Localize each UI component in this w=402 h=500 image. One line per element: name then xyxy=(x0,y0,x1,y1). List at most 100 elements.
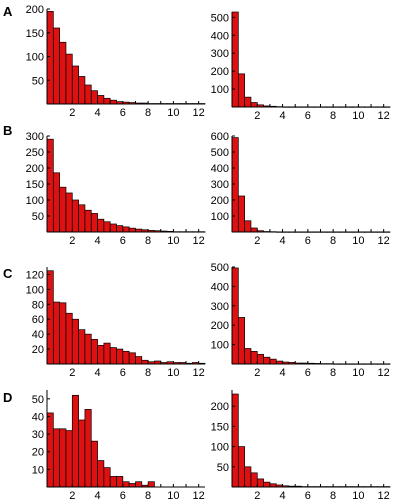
histogram-bar xyxy=(237,446,245,488)
histogram-bar xyxy=(97,218,105,233)
y-tick-label: 40 xyxy=(32,411,44,423)
y-tick-label: 150 xyxy=(26,179,44,191)
histogram-bar xyxy=(90,339,98,365)
x-tick-label: 4 xyxy=(94,107,100,119)
x-tick-label: 2 xyxy=(69,490,75,500)
histogram-bar xyxy=(256,478,264,488)
panel-letter: D xyxy=(3,390,12,405)
histogram-bar xyxy=(141,359,149,365)
histogram-bar xyxy=(244,466,252,488)
x-tick-label: 4 xyxy=(94,367,100,379)
x-tick-label: 10 xyxy=(352,367,364,379)
y-tick-label: 100 xyxy=(211,340,229,352)
x-tick-label: 8 xyxy=(330,235,336,247)
x-tick-label: 6 xyxy=(120,235,126,247)
histogram-bar xyxy=(116,348,124,365)
histogram-bar xyxy=(71,65,79,105)
x-tick-label: 6 xyxy=(305,110,311,122)
x-tick-label: 2 xyxy=(254,110,260,122)
x-tick-label: 6 xyxy=(305,235,311,247)
panel-letter: C xyxy=(3,266,13,281)
x-tick-label: 12 xyxy=(193,107,205,119)
chart-b-left: 2 4 6 8 10 12 50 100 150 200 250 300 B xyxy=(3,123,206,247)
histogram-bar xyxy=(59,41,67,105)
y-tick-label: 400 xyxy=(211,30,229,42)
histogram-bar xyxy=(122,350,130,365)
histogram-bar xyxy=(46,412,54,488)
histogram-bar xyxy=(103,221,111,233)
histogram-bar xyxy=(250,102,258,108)
y-tick-label: 100 xyxy=(26,195,44,207)
histogram-bar xyxy=(71,318,79,365)
histogram-bar xyxy=(97,95,105,105)
x-tick-label: 2 xyxy=(254,490,260,500)
histogram-bar xyxy=(244,348,252,365)
chart-d-right: 2 4 6 8 10 12 50 100 150 200 xyxy=(211,390,391,500)
histogram-bar xyxy=(78,76,86,105)
y-tick-label: 200 xyxy=(211,320,229,332)
histogram-bar xyxy=(97,344,105,365)
y-tick-label: 10 xyxy=(32,464,44,476)
y-tick-label: 500 xyxy=(211,262,229,274)
histogram-bar xyxy=(244,220,252,233)
panel-letter: A xyxy=(3,4,13,19)
x-tick-label: 6 xyxy=(120,107,126,119)
x-tick-label: 10 xyxy=(167,367,179,379)
x-tick-label: 12 xyxy=(193,367,205,379)
y-tick-label: 80 xyxy=(32,299,44,311)
chart-a-left: 2 4 6 8 10 12 50 100 150 200 A xyxy=(3,4,206,119)
x-tick-label: 4 xyxy=(279,235,285,247)
y-tick-label: 200 xyxy=(26,163,44,175)
x-tick-label: 2 xyxy=(69,367,75,379)
y-tick-label: 300 xyxy=(211,301,229,313)
chart-c-right: 2 4 6 8 10 12 100 200 300 400 500 xyxy=(211,262,391,379)
y-tick-label: 50 xyxy=(217,462,229,474)
y-tick-label: 60 xyxy=(32,314,44,326)
y-tick-label: 100 xyxy=(211,84,229,96)
x-tick-label: 10 xyxy=(352,490,364,500)
histogram-bar xyxy=(147,481,155,488)
histogram-bar xyxy=(135,481,143,488)
histogram-bar xyxy=(103,97,111,105)
x-tick-label: 2 xyxy=(69,235,75,247)
x-tick-label: 4 xyxy=(279,490,285,500)
y-tick-label: 20 xyxy=(32,344,44,356)
y-tick-label: 30 xyxy=(32,429,44,441)
histogram-bar xyxy=(65,53,73,105)
histogram-bar xyxy=(59,428,67,488)
x-tick-label: 6 xyxy=(305,490,311,500)
histogram-bar xyxy=(90,90,98,105)
histogram-bar xyxy=(109,476,117,488)
y-tick-label: 200 xyxy=(211,195,229,207)
histogram-bar xyxy=(122,226,130,233)
histogram-bar xyxy=(59,302,67,365)
x-tick-label: 4 xyxy=(279,110,285,122)
y-tick-label: 50 xyxy=(32,75,44,87)
chart-d-left: 2 4 6 8 10 12 10 20 30 40 50 D xyxy=(3,390,205,500)
histogram-bar xyxy=(78,419,86,488)
y-tick-label: 100 xyxy=(211,211,229,223)
histogram-bar xyxy=(52,428,60,488)
x-tick-label: 4 xyxy=(279,367,285,379)
histogram-bar xyxy=(65,430,73,488)
histogram-bar xyxy=(231,393,239,488)
histogram-bar xyxy=(78,204,86,233)
histogram-bar xyxy=(71,199,79,233)
histogram-bar xyxy=(78,329,86,365)
histogram-bar xyxy=(116,476,124,488)
histogram-bar xyxy=(84,333,92,365)
x-tick-label: 6 xyxy=(305,367,311,379)
x-tick-label: 8 xyxy=(145,490,151,500)
histogram-bar xyxy=(237,317,245,365)
histogram-bar xyxy=(250,472,258,488)
x-tick-label: 8 xyxy=(145,235,151,247)
x-tick-label: 10 xyxy=(167,490,179,500)
histogram-bar xyxy=(84,209,92,233)
histogram-bar xyxy=(46,11,54,105)
y-tick-label: 400 xyxy=(211,163,229,175)
y-tick-label: 300 xyxy=(211,48,229,60)
histogram-bar xyxy=(109,347,117,365)
histogram-bar xyxy=(135,356,143,365)
x-tick-label: 12 xyxy=(193,235,205,247)
